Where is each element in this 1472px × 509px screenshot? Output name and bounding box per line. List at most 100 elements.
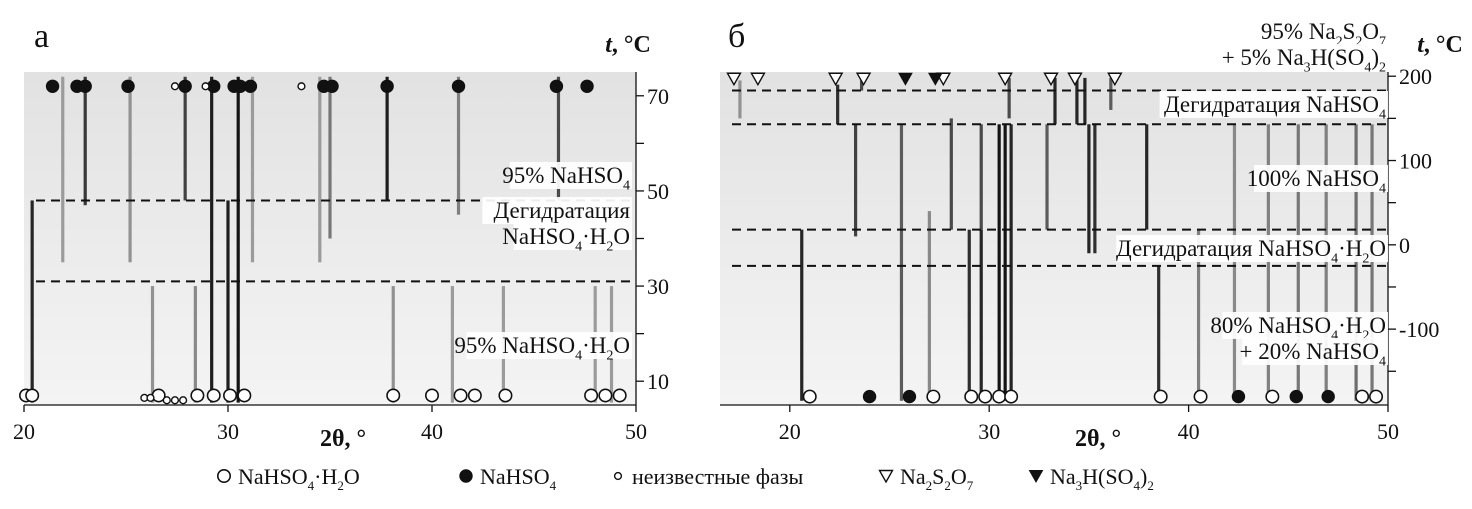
text-segment: O <box>1362 19 1379 44</box>
region-label: 80% NaHSO4​·H2​O <box>1210 313 1386 343</box>
diffraction-line <box>979 124 983 230</box>
small-open-circle-marker <box>179 396 188 405</box>
x-tick-label: 30 <box>978 419 1000 444</box>
legend-item: Na3​H(SO4​)2​ <box>1028 464 1154 493</box>
small-open-circle-marker <box>170 82 180 91</box>
diffraction-line <box>456 76 461 215</box>
filled-circle-marker <box>459 469 473 483</box>
open-circle-marker <box>612 388 627 403</box>
text-segment: 2 <box>1147 478 1154 493</box>
y-tick-label: 100 <box>1399 149 1432 174</box>
filled-circle-marker <box>580 79 594 93</box>
text-segment: 80% NaHSO <box>1210 313 1331 338</box>
text-segment: ·H <box>582 333 606 358</box>
diffraction-line <box>927 211 931 401</box>
diffraction-line <box>1296 124 1300 401</box>
diffraction-line <box>1083 77 1087 125</box>
open-triangle-marker <box>1043 72 1059 87</box>
text-segment: t <box>605 32 613 58</box>
text-segment: 7 <box>967 478 974 493</box>
region-label: 95% NaHSO4​·H2​O <box>454 333 630 363</box>
text-segment: 4 <box>575 348 582 363</box>
filled-circle-marker <box>45 79 60 93</box>
filled-circle-marker <box>243 79 258 93</box>
small-open-circle-marker <box>170 396 180 405</box>
legend-label: NaHSO4​·H2​O <box>238 464 360 493</box>
x-axis-title: 2θ, ° <box>320 426 366 452</box>
diffraction-line <box>556 76 561 201</box>
open-circle-marker <box>1153 389 1168 404</box>
text-segment: 3 <box>1304 60 1311 75</box>
filled-triangle-marker <box>927 72 943 86</box>
filled-circle-marker <box>549 79 564 93</box>
open-circle-marker <box>926 389 941 404</box>
region-label: Дегидратация NaHSO4​ <box>1164 92 1386 122</box>
open-circle-marker <box>1369 389 1384 404</box>
x-tick-label: 20 <box>13 419 35 444</box>
region-label-backing <box>466 332 632 359</box>
filled-circle-marker <box>380 79 394 93</box>
filled-circle-marker <box>902 389 917 404</box>
filled-triangle-marker <box>898 72 913 86</box>
small-open-circle-marker <box>201 82 210 91</box>
small-open-circle-marker <box>613 471 623 481</box>
diffraction-line <box>210 76 214 403</box>
open-circle-marker <box>453 388 468 403</box>
text-segment: 95% NaHSO <box>502 163 623 188</box>
x-axis-title: 2θ, ° <box>1075 426 1121 452</box>
diffraction-line <box>450 286 454 403</box>
text-segment: NaHSO <box>238 464 308 489</box>
diffraction-line <box>1145 124 1149 230</box>
diffraction-line <box>1007 77 1011 119</box>
text-segment: ·H <box>582 224 606 249</box>
diffraction-line <box>738 80 742 119</box>
small-open-circle-marker <box>297 82 306 91</box>
open-circle-marker <box>25 388 40 403</box>
filled-circle-marker <box>1231 389 1246 404</box>
text-segment: t <box>1417 32 1425 58</box>
y-axis-title: t, °C <box>1417 32 1463 58</box>
text-segment: 4 <box>308 478 315 493</box>
diffraction-line <box>30 200 34 403</box>
text-segment: 7 <box>1379 34 1386 49</box>
diffraction-line <box>1093 124 1097 254</box>
region-label: + 5% Na3​H(SO4​)2​ <box>1222 45 1386 75</box>
text-segment: 4 <box>1331 328 1338 343</box>
text-segment: O <box>613 333 630 358</box>
open-circle-marker <box>217 468 232 483</box>
diffraction-line <box>1053 77 1057 125</box>
text-segment: 4 <box>575 239 582 254</box>
y-tick-label: 50 <box>647 179 669 204</box>
region-label: Дегидратация <box>494 198 631 223</box>
diffraction-line <box>853 124 858 237</box>
open-circle-marker <box>467 388 482 403</box>
open-triangle-marker <box>878 469 894 484</box>
text-segment: 4 <box>550 478 557 493</box>
text-segment: H(SO <box>1082 464 1133 489</box>
diffraction-line <box>1087 124 1091 254</box>
open-triangle-marker <box>1107 72 1123 87</box>
diffraction-line <box>61 76 65 263</box>
region-label-backing <box>482 197 632 224</box>
y-tick-label: 200 <box>1399 64 1432 89</box>
legend-label: неизвестные фазы <box>632 464 803 489</box>
text-segment: Дегидратация NaHSO <box>1164 92 1379 117</box>
diffraction-line <box>318 76 322 263</box>
text-segment: S <box>932 464 944 489</box>
text-segment: 2 <box>1355 34 1362 49</box>
filled-circle-marker <box>78 79 92 93</box>
diffraction-line <box>1109 77 1113 110</box>
open-triangle-marker <box>827 72 844 87</box>
y-tick-label: 0 <box>1399 233 1410 258</box>
small-open-circle-marker <box>162 396 171 405</box>
text-segment: 95% NaHSO <box>454 333 575 358</box>
text-segment: + 20% NaHSO <box>1240 339 1379 364</box>
filled-circle-marker <box>121 79 135 93</box>
panel-a: 10 30 50 70 20 30 40 50 95% NaHSO4​ ДегидратацияN… <box>13 18 669 452</box>
region-label-backing <box>1116 235 1388 262</box>
text-segment: 4 <box>1379 107 1386 122</box>
text-segment: 4 <box>1331 251 1338 266</box>
filled-circle-marker <box>451 79 466 93</box>
region-label: NaHSO4​·H2​O <box>502 224 630 254</box>
